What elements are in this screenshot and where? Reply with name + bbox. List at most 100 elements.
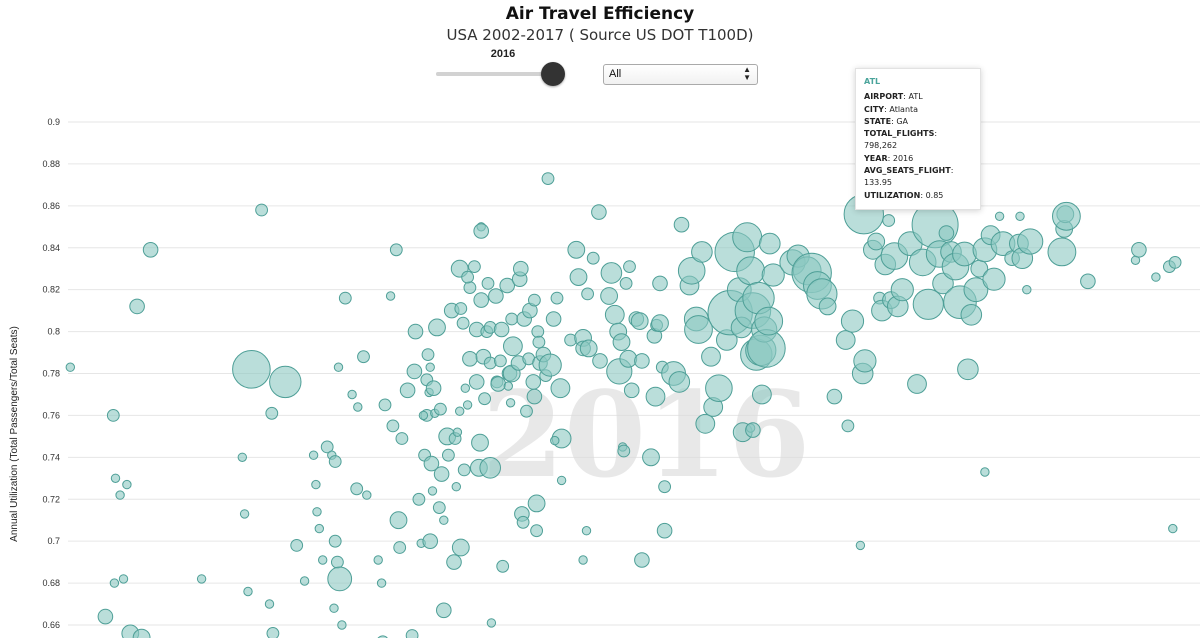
airport-bubble[interactable] [386,419,400,433]
airport-bubble[interactable] [243,586,253,597]
airport-bubble[interactable] [1131,242,1147,258]
airport-bubble[interactable] [436,602,452,619]
airport-bubble[interactable] [623,382,640,399]
airport-bubble[interactable] [434,402,447,416]
airport-bubble[interactable] [550,291,564,305]
airport-bubble[interactable] [347,389,357,400]
airport-bubble[interactable] [732,222,763,253]
airport-bubble[interactable] [418,410,429,421]
airport-bubble[interactable] [320,440,334,454]
airport-bubble[interactable] [490,376,507,392]
airport-bubble[interactable] [1017,228,1044,255]
airport-bubble[interactable] [1151,272,1161,282]
airport-bubble[interactable] [1168,523,1178,534]
airport-bubble[interactable] [462,351,478,367]
airport-bubble[interactable] [600,262,623,284]
airport-bubble[interactable] [520,404,533,418]
airport-bubble[interactable] [623,260,636,274]
airport-bubble[interactable] [619,349,638,368]
airport-bubble[interactable] [612,333,631,352]
airport-bubble[interactable] [483,356,497,370]
airport-bubble[interactable] [652,275,668,292]
airport-bubble[interactable] [505,312,519,326]
airport-bubble[interactable] [457,463,471,477]
airport-bubble[interactable] [328,455,342,468]
airport-bubble[interactable] [451,538,470,557]
airport-bubble[interactable] [237,452,248,462]
airport-bubble[interactable] [269,365,302,399]
airport-bubble[interactable] [538,353,562,377]
airport-bubble[interactable] [468,374,485,390]
slider-track[interactable] [436,72,560,76]
airport-bubble[interactable] [586,251,600,265]
airport-bubble[interactable] [318,555,328,565]
airport-bubble[interactable] [642,448,660,467]
airport-bubble[interactable] [451,482,461,492]
airport-bubble[interactable] [377,635,389,638]
airport-bubble[interactable] [329,603,339,613]
airport-bubble[interactable] [463,281,477,295]
airport-bubble[interactable] [701,346,721,367]
airport-bubble[interactable] [232,350,271,389]
airport-bubble[interactable] [118,574,129,584]
airport-bubble[interactable] [422,533,439,550]
airport-bubble[interactable] [376,578,387,588]
airport-bubble[interactable] [389,511,408,530]
airport-bubble[interactable] [745,422,761,438]
airport-bubble[interactable] [486,618,497,628]
airport-bubble[interactable] [938,225,955,241]
airport-bubble[interactable] [328,534,342,548]
airport-bubble[interactable] [1015,211,1025,222]
airport-bubble[interactable] [327,566,353,592]
airport-bubble[interactable] [65,362,76,372]
airport-bubble[interactable] [460,383,470,393]
airport-bubble[interactable] [645,386,666,407]
airport-bubble[interactable] [473,292,490,308]
airport-bubble[interactable] [439,515,449,525]
airport-bubble[interactable] [736,256,765,286]
airport-bubble[interactable] [550,378,571,399]
airport-bubble[interactable] [691,241,713,263]
airport-bubble[interactable] [129,298,145,315]
airport-bubble[interactable] [264,599,275,609]
airport-bubble[interactable] [592,353,608,369]
airport-bubble[interactable] [196,574,207,584]
airport-bubble[interactable] [505,398,516,408]
airport-bubble[interactable] [1052,201,1081,231]
filter-select[interactable]: All ▲ ▼ [603,64,758,85]
airport-bubble[interactable] [142,242,159,258]
airport-bubble[interactable] [432,501,446,515]
airport-bubble[interactable] [255,203,269,217]
airport-bubble[interactable] [461,270,475,284]
airport-bubble[interactable] [353,402,363,412]
airport-bubble[interactable] [569,268,588,287]
airport-bubble[interactable] [494,354,507,368]
airport-bubble[interactable] [350,482,364,496]
airport-bubble[interactable] [600,287,618,305]
airport-bubble[interactable] [759,232,781,255]
airport-bubble[interactable] [456,316,470,330]
airport-bubble[interactable] [109,578,120,588]
airport-bubble[interactable] [668,371,691,393]
airport-bubble[interactable] [312,507,322,517]
airport-bubble[interactable] [423,455,440,472]
airport-bubble[interactable] [530,524,543,538]
airport-bubble[interactable] [425,362,435,372]
airport-bubble[interactable] [442,448,455,462]
airport-bubble[interactable] [617,444,631,458]
airport-bubble[interactable] [980,467,990,477]
airport-bubble[interactable] [106,409,120,422]
airport-bubble[interactable] [656,522,673,539]
airport-bubble[interactable] [1047,237,1077,267]
airport-bubble[interactable] [393,541,407,554]
airport-bubble[interactable] [115,490,125,500]
airport-bubble[interactable] [455,406,465,416]
airport-bubble[interactable] [338,291,352,305]
airport-bubble[interactable] [952,241,977,267]
airport-bubble[interactable] [331,555,344,569]
airport-bubble[interactable] [1022,285,1032,295]
airport-bubble[interactable] [446,554,462,570]
airport-bubble[interactable] [634,552,650,568]
airport-bubble[interactable] [496,559,510,573]
airport-bubble[interactable] [314,523,324,534]
